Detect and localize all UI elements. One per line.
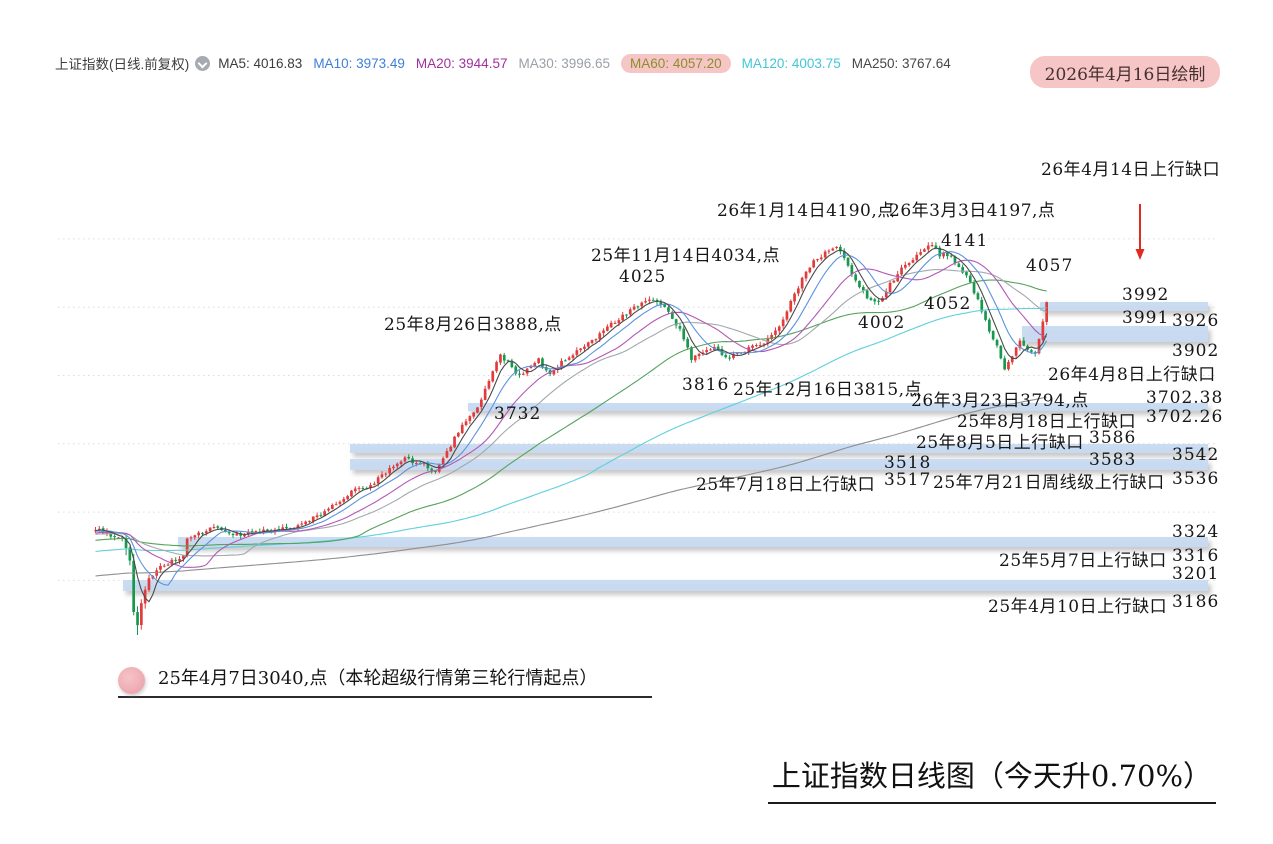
candles [94,242,1048,635]
toolbar: 上证指数(日线.前复权) MA5: 4016.83 MA10: 3973.49 MA… [55,52,962,74]
gap-band [178,537,1208,547]
gap-band [1022,326,1208,342]
gap-band [468,403,1208,411]
ma5-line [95,247,1048,603]
ma120-line [95,307,1047,553]
ma-legend-item-ma30: MA30: 3996.65 [518,55,611,71]
draw-date-badge: 2026年4月16日绘制 [1030,56,1220,88]
ma-legend-item-ma5: MA5: 4016.83 [218,55,303,71]
gap-bands [123,302,1208,591]
ma250-line [95,396,1047,577]
rally-start-text: 25年4月7日3040,点（本轮超级行情第三轮行情起点） [158,668,598,689]
rally-start-note: 25年4月7日3040,点（本轮超级行情第三轮行情起点） [118,660,652,698]
chevron-down-icon[interactable] [195,55,211,71]
chart-title: 上证指数日线图（今天升0.70%） [768,753,1216,804]
ma30-line [95,268,1047,557]
gap-band [1040,302,1208,311]
ma-legend-item-ma120: MA120: 4003.75 [741,55,841,71]
ma-legend-item-ma60: MA60: 4057.20 [621,53,731,73]
gap-band [350,459,1208,470]
gap-band [350,444,1208,453]
gap-band [123,580,1208,591]
ma-legend-item-ma10: MA10: 3973.49 [313,55,405,71]
ma-legend-item-ma250: MA250: 3767.64 [851,55,951,71]
ma60-line [95,279,1047,547]
symbol-title: 上证指数(日线.前复权) [55,57,190,72]
ma-legend-item-ma20: MA20: 3944.57 [415,55,508,71]
rally-start-dot-icon [118,667,145,694]
gap-arrow-icon [1135,204,1145,260]
ma-legend: MA5: 4016.83 MA10: 3973.49 MA20: 3944.57 MA… [218,53,962,73]
ma20-line [95,259,1047,568]
